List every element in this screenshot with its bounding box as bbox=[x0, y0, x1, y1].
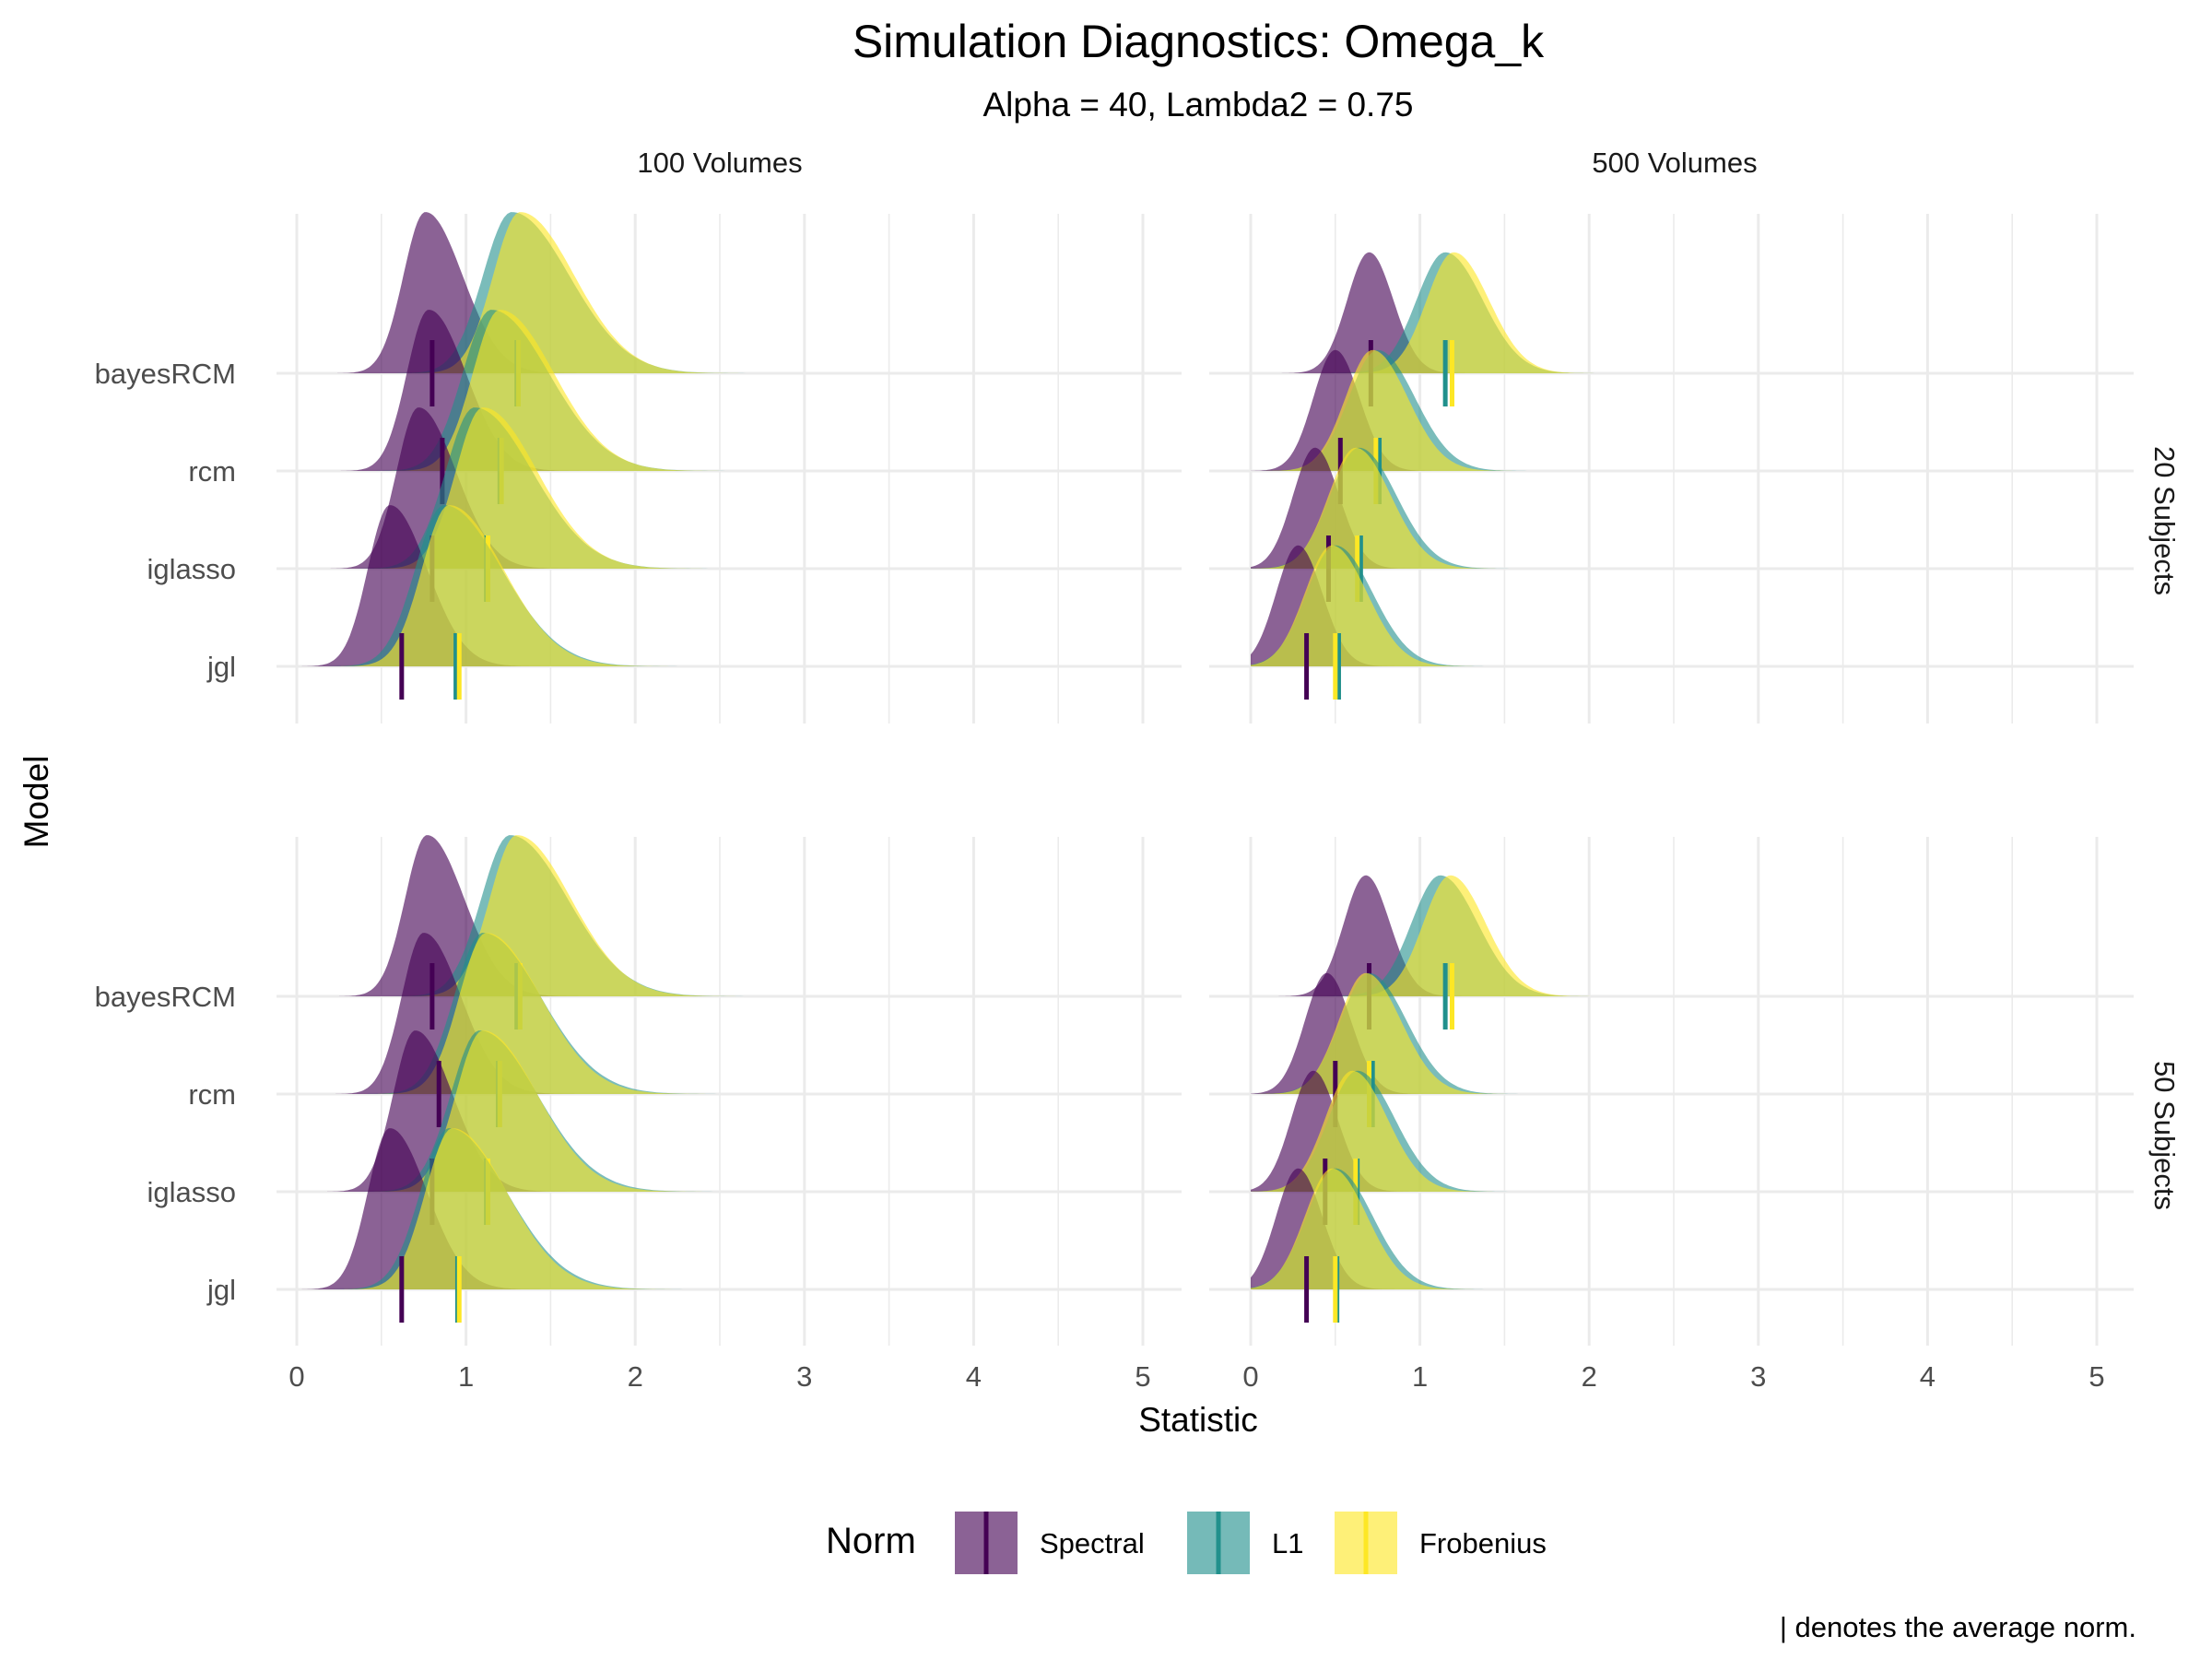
y-axis-label: Model bbox=[18, 756, 55, 849]
facet-row-label-0: 20 Subjects bbox=[2148, 446, 2181, 595]
x-tick-label: 5 bbox=[1135, 1360, 1150, 1393]
density-bayesrcm-frobenius bbox=[1342, 875, 1627, 996]
legend-title: Norm bbox=[826, 1521, 916, 1561]
density-bayesrcm-frobenius bbox=[1345, 252, 1630, 373]
x-axis-label: Statistic bbox=[1138, 1401, 1258, 1439]
y-tick-label: jgl bbox=[206, 651, 236, 683]
y-tick-labels: bayesRCM rcm iglasso jgl bayesRCM rcm iglasso j… bbox=[95, 358, 236, 1306]
x-tick-label: 4 bbox=[966, 1360, 982, 1393]
panel-100-volumes-50-subjects bbox=[276, 835, 1182, 1346]
density-bayesrcm-spectral bbox=[1281, 252, 1490, 373]
density-rcm-frobenius bbox=[1257, 972, 1542, 1094]
legend-label: Frobenius bbox=[1419, 1527, 1547, 1559]
legend-keys: Spectral L1 Frobenius bbox=[955, 1512, 1547, 1574]
legend: Norm Spectral L1 Frobenius bbox=[826, 1512, 1547, 1574]
y-tick-label: iglasso bbox=[147, 553, 237, 585]
x-tick-label: 2 bbox=[628, 1360, 643, 1393]
density-jgl-frobenius bbox=[340, 505, 720, 666]
chart-subtitle: Alpha = 40, Lambda2 = 0.75 bbox=[983, 86, 1414, 124]
chart-title: Simulation Diagnostics: Omega_k bbox=[853, 16, 1545, 67]
facet-row-label-1: 50 Subjects bbox=[2148, 1061, 2181, 1210]
density-iglasso-frobenius bbox=[1251, 1070, 1529, 1192]
chart-caption: | denotes the average norm. bbox=[1780, 1611, 2136, 1643]
x-tick-label: 5 bbox=[2088, 1360, 2104, 1393]
x-tick-label: 3 bbox=[1750, 1360, 1766, 1393]
panel-500-volumes-20-subjects bbox=[1209, 214, 2134, 724]
y-tick-label: rcm bbox=[188, 1078, 236, 1111]
legend-key-frobenius: Frobenius bbox=[1335, 1512, 1547, 1574]
x-tick-label: 0 bbox=[1242, 1360, 1258, 1393]
x-tick-label: 3 bbox=[796, 1360, 812, 1393]
density-rcm-frobenius bbox=[1264, 349, 1549, 471]
panel-500-volumes-50-subjects bbox=[1209, 837, 2134, 1346]
density-jgl-spectral bbox=[301, 505, 576, 666]
density-iglasso-frobenius bbox=[1251, 447, 1532, 569]
density-bayesrcm-spectral bbox=[337, 212, 612, 373]
density-bayesrcm-spectral bbox=[338, 835, 614, 996]
density-jgl-frobenius bbox=[1251, 545, 1509, 666]
x-tick-labels: 0 1 2 3 4 5 0 1 2 3 4 5 bbox=[288, 1360, 2104, 1393]
legend-key-spectral: Spectral bbox=[955, 1512, 1145, 1574]
legend-label: L1 bbox=[1272, 1527, 1303, 1559]
density-jgl-frobenius bbox=[1251, 1168, 1509, 1289]
legend-key-l1: L1 bbox=[1187, 1512, 1303, 1574]
legend-label: Spectral bbox=[1040, 1527, 1145, 1559]
density-bayesrcm-spectral bbox=[1277, 875, 1488, 996]
density-iglasso-spectral bbox=[1251, 1070, 1435, 1192]
y-tick-label: bayesRCM bbox=[95, 358, 236, 390]
x-tick-label: 0 bbox=[288, 1360, 304, 1393]
panels-layer bbox=[276, 212, 2134, 1346]
x-tick-label: 4 bbox=[1920, 1360, 1936, 1393]
facet-column-label-1: 500 Volumes bbox=[1592, 147, 1757, 179]
x-tick-label: 1 bbox=[1412, 1360, 1428, 1393]
x-tick-label: 1 bbox=[458, 1360, 474, 1393]
density-jgl-spectral bbox=[301, 1128, 576, 1289]
density-jgl-frobenius bbox=[344, 1128, 724, 1289]
facet-column-label-0: 100 Volumes bbox=[637, 147, 802, 179]
y-tick-label: jgl bbox=[206, 1274, 236, 1306]
y-tick-label: rcm bbox=[188, 455, 236, 488]
y-tick-label: iglasso bbox=[147, 1176, 237, 1208]
panel-100-volumes-20-subjects bbox=[276, 212, 1182, 724]
y-tick-label: bayesRCM bbox=[95, 981, 236, 1013]
x-tick-label: 2 bbox=[1582, 1360, 1597, 1393]
